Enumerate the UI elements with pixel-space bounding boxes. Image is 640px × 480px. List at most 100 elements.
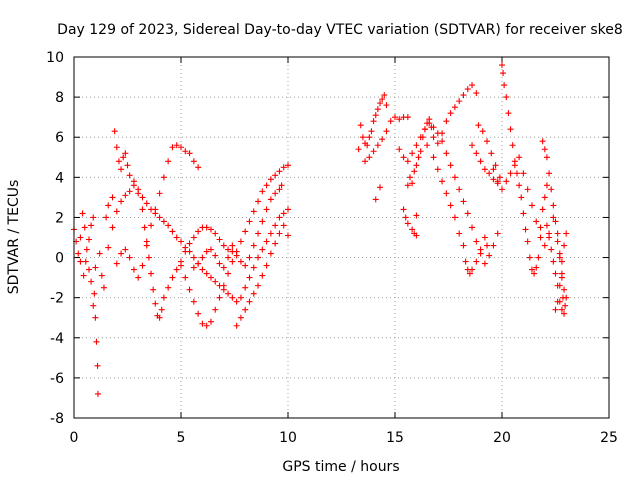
data-point <box>115 158 122 165</box>
data-point <box>496 174 503 181</box>
y-axis-label: SDTVAR / TECUs <box>6 180 22 295</box>
x-tick-label: 5 <box>177 430 186 446</box>
series-track-i <box>396 120 501 267</box>
data-point <box>77 234 84 241</box>
data-point <box>216 236 223 243</box>
data-point <box>552 306 559 313</box>
data-point <box>267 176 274 183</box>
data-point <box>173 234 180 241</box>
y-tick-label: 10 <box>46 50 64 66</box>
data-point <box>237 238 244 245</box>
y-tick-label: 8 <box>55 90 64 106</box>
data-point <box>267 230 274 237</box>
data-point <box>169 274 176 281</box>
data-point <box>103 214 110 221</box>
data-point <box>75 250 82 257</box>
data-point <box>417 148 424 155</box>
data-point <box>543 222 550 229</box>
y-tick-label: -6 <box>50 371 64 387</box>
data-point <box>126 254 133 261</box>
series-track-e <box>178 162 291 329</box>
data-point <box>118 198 125 205</box>
data-point <box>203 270 210 277</box>
data-point <box>402 214 409 221</box>
data-point <box>77 258 84 265</box>
data-point <box>85 266 92 273</box>
data-point <box>443 150 450 157</box>
data-point <box>169 144 176 151</box>
tick-labels: 0 5 10 15 20 25 -8 -6 -4 -2 0 2 4 6 8 10 <box>46 50 618 446</box>
data-point <box>139 194 146 201</box>
data-point <box>481 234 488 241</box>
data-point <box>490 166 497 173</box>
data-point <box>150 286 157 293</box>
data-point <box>543 182 550 189</box>
data-point <box>186 240 193 247</box>
data-point <box>165 222 172 229</box>
data-point <box>372 112 379 119</box>
data-point <box>379 136 386 143</box>
data-point <box>417 134 424 141</box>
data-point <box>120 154 127 161</box>
data-point <box>359 134 366 141</box>
data-point <box>272 240 279 247</box>
data-point <box>229 294 236 301</box>
data-point <box>464 86 471 93</box>
data-point <box>374 142 381 149</box>
data-point <box>535 254 542 261</box>
data-point <box>220 282 227 289</box>
data-point <box>212 306 219 313</box>
data-point <box>460 92 467 99</box>
data-point <box>126 172 133 179</box>
data-point <box>225 246 232 253</box>
data-point <box>229 242 236 249</box>
data-point <box>207 318 214 325</box>
data-point <box>541 194 548 201</box>
data-point <box>469 266 476 273</box>
data-point <box>246 254 253 261</box>
data-point <box>272 222 279 229</box>
data-point <box>169 228 176 235</box>
data-point <box>550 214 557 221</box>
data-point <box>126 188 133 195</box>
data-point <box>255 230 262 237</box>
data-point <box>246 274 253 281</box>
data-point <box>178 238 184 245</box>
data-point <box>156 190 163 197</box>
data-point <box>220 242 227 249</box>
data-point <box>415 154 422 161</box>
data-point <box>528 202 535 209</box>
y-tick-label: -4 <box>50 331 64 347</box>
data-point <box>263 182 270 189</box>
data-point <box>456 98 463 105</box>
data-point <box>113 208 120 215</box>
data-point <box>379 96 386 103</box>
data-point <box>267 196 274 203</box>
data-point <box>439 138 446 145</box>
data-point <box>173 266 180 273</box>
data-point <box>263 206 270 213</box>
data-point <box>158 306 165 313</box>
data-point <box>246 218 253 225</box>
data-point <box>113 260 120 267</box>
x-tick-label: 10 <box>279 430 297 446</box>
grid-lines <box>74 57 609 418</box>
data-point <box>383 128 390 135</box>
data-point <box>387 118 394 125</box>
data-point <box>561 286 568 293</box>
data-point <box>481 166 488 173</box>
data-point <box>259 218 266 225</box>
data-point <box>462 258 469 265</box>
data-point <box>242 228 249 235</box>
data-point <box>357 122 364 129</box>
data-point <box>285 162 291 169</box>
data-point <box>486 170 493 177</box>
data-point <box>426 120 433 127</box>
x-tick-label: 15 <box>386 430 404 446</box>
series-track-a <box>71 210 107 397</box>
data-point <box>100 284 107 291</box>
x-tick-label: 25 <box>600 430 618 446</box>
data-point <box>524 186 531 193</box>
series-track-m <box>539 138 570 317</box>
data-point <box>190 298 197 305</box>
